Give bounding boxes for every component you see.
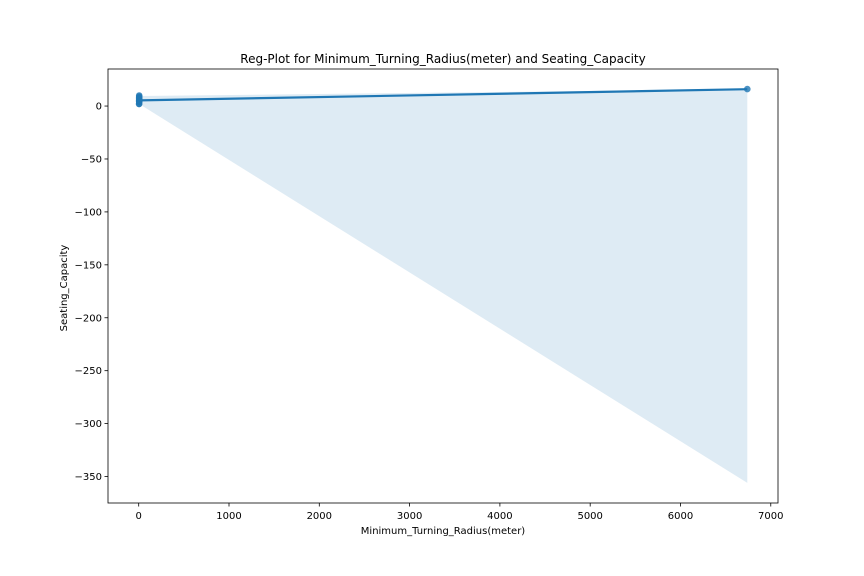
confidence-band	[139, 89, 748, 483]
scatter-point	[744, 85, 751, 93]
x-tick-label: 4000	[487, 511, 512, 522]
y-tick-label: −200	[75, 313, 102, 324]
y-tick-label: −150	[75, 260, 102, 271]
x-tick-label: 2000	[307, 511, 332, 522]
y-axis-ticks: 0 −50 −100 −150 −200 −250 −300 −350	[75, 102, 108, 483]
x-tick-label: 1000	[216, 511, 241, 522]
chart-title: Reg-Plot for Minimum_Turning_Radius(mete…	[240, 52, 645, 66]
scatter-point	[135, 92, 143, 99]
x-tick-label: 5000	[577, 511, 602, 522]
y-tick-label: −250	[75, 366, 102, 377]
x-tick-label: 0	[136, 511, 142, 522]
regression-line	[139, 88, 748, 102]
x-axis-label: Minimum_Turning_Radius(meter)	[361, 526, 526, 537]
x-tick-label: 3000	[397, 511, 422, 522]
y-tick-label: −50	[81, 154, 102, 165]
x-tick-label: 7000	[758, 511, 783, 522]
plot-content	[135, 85, 751, 483]
x-tick-label: 6000	[668, 511, 693, 522]
y-tick-label: −300	[75, 419, 102, 430]
y-tick-label: 0	[96, 102, 102, 113]
y-axis-label: Seating_Capacity	[59, 245, 70, 332]
axes-frame	[107, 68, 779, 504]
y-tick-label: −100	[75, 207, 102, 218]
y-tick-label: −350	[75, 472, 102, 483]
x-axis-ticks: 0 1000 2000 3000 4000 5000 6000 7000	[136, 503, 784, 522]
